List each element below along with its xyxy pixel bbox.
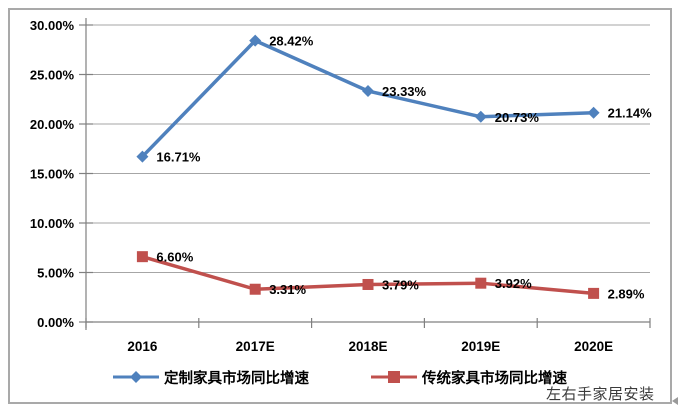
cursor-arrow-icon [672, 397, 678, 405]
svg-text:20.00%: 20.00% [30, 117, 75, 132]
svg-text:2016: 2016 [127, 339, 158, 354]
watermark: 左右手家居安装 [546, 385, 655, 403]
legend: 定制家具市场同比增速 传统家具市场同比增速 [0, 364, 680, 390]
legend-item-custom-furniture[interactable]: 定制家具市场同比增速 [113, 367, 309, 388]
legend-diamond-marker-icon [113, 371, 159, 383]
legend-square-marker-icon [371, 371, 417, 383]
svg-text:16.71%: 16.71% [156, 150, 201, 165]
svg-text:2.89%: 2.89% [608, 286, 645, 301]
svg-text:5.00%: 5.00% [37, 266, 74, 281]
svg-text:2018E: 2018E [348, 339, 387, 354]
legend-label-custom-furniture: 定制家具市场同比增速 [164, 370, 309, 387]
svg-text:15.00%: 15.00% [30, 167, 75, 182]
svg-text:3.79%: 3.79% [382, 277, 419, 292]
svg-text:3.31%: 3.31% [269, 282, 306, 297]
svg-text:28.42%: 28.42% [269, 34, 314, 49]
svg-text:23.33%: 23.33% [382, 84, 427, 99]
svg-text:20.73%: 20.73% [495, 110, 540, 125]
svg-text:30.00%: 30.00% [30, 18, 75, 33]
svg-text:2020E: 2020E [574, 339, 613, 354]
svg-text:25.00%: 25.00% [30, 68, 75, 83]
svg-text:6.60%: 6.60% [156, 250, 193, 265]
legend-label-traditional-furniture: 传统家具市场同比增速 [422, 370, 567, 387]
svg-text:2017E: 2017E [236, 339, 275, 354]
legend-item-traditional-furniture[interactable]: 传统家具市场同比增速 [371, 367, 567, 388]
svg-text:0.00%: 0.00% [37, 315, 74, 330]
svg-text:21.14%: 21.14% [608, 106, 653, 121]
svg-text:3.92%: 3.92% [495, 276, 532, 291]
svg-text:2019E: 2019E [461, 339, 500, 354]
svg-text:10.00%: 10.00% [30, 216, 75, 231]
